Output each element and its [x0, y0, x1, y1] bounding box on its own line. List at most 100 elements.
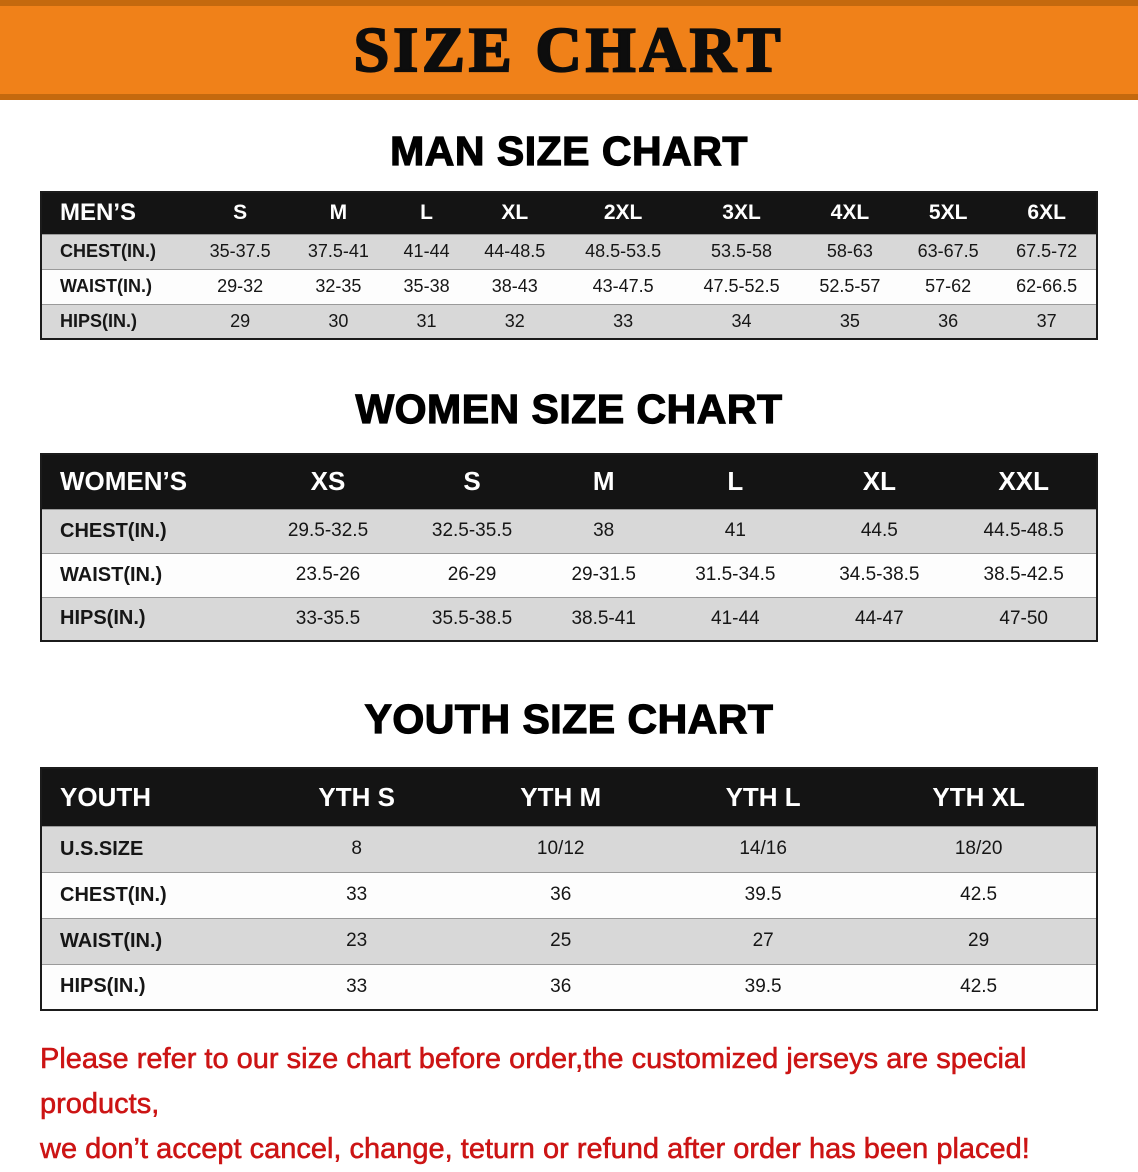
size-value: 43-47.5	[563, 268, 683, 304]
measurement-row: WAIST(IN.) 23.5-26 26-29 29-31.5 31.5-34.5 34…	[41, 552, 1097, 597]
size-value: 37.5-41	[289, 233, 388, 269]
size-value: 33-35.5	[256, 596, 401, 641]
size-chart-banner: SIZE CHART	[0, 0, 1138, 100]
measurement-label: HIPS(IN.)	[41, 303, 191, 339]
size-value: 29.5-32.5	[256, 508, 401, 553]
size-column-header: XS	[256, 454, 401, 509]
size-value: 27	[665, 917, 862, 964]
measurement-row: HIPS(IN.) 33 36 39.5 42.5	[41, 963, 1097, 1010]
table-header-row: MEN’S S M L XL 2XL 3XL 4XL 5XL 6XL	[41, 192, 1097, 234]
measurement-row: WAIST(IN.) 29-32 32-35 35-38 38-43 43-47.5 47.…	[41, 268, 1097, 304]
size-value: 29	[191, 303, 290, 339]
measurement-label: HIPS(IN.)	[41, 596, 256, 641]
size-value: 29	[861, 917, 1097, 964]
size-column-header: 6XL	[997, 192, 1097, 234]
size-value: 35-37.5	[191, 233, 290, 269]
size-column-header: YTH S	[257, 768, 457, 826]
size-value: 52.5-57	[800, 268, 900, 304]
disclaimer-line-2: we don’t accept cancel, change, teturn o…	[40, 1133, 1030, 1166]
size-value: 58-63	[800, 233, 900, 269]
disclaimer-line-1: Please refer to our size chart before or…	[40, 1043, 1027, 1121]
size-value: 32	[465, 303, 564, 339]
table-title-cell: YOUTH	[41, 768, 257, 826]
measurement-label: U.S.SIZE	[41, 825, 257, 872]
size-value: 41	[663, 508, 808, 553]
size-value: 26-29	[400, 552, 545, 597]
table-header-row: YOUTH YTH S YTH M YTH L YTH XL	[41, 768, 1097, 826]
size-value: 39.5	[665, 963, 862, 1010]
size-value: 36	[456, 963, 666, 1010]
size-value: 34.5-38.5	[807, 552, 952, 597]
size-value: 29-32	[191, 268, 290, 304]
size-value: 62-66.5	[997, 268, 1097, 304]
size-value: 47-50	[951, 596, 1097, 641]
size-value: 32-35	[289, 268, 388, 304]
measurement-label: CHEST(IN.)	[41, 233, 191, 269]
women-size-chart-section: WOMEN SIZE CHART WOMEN’S XS S M L XL XXL CHEST(…	[0, 385, 1138, 642]
size-column-header: M	[544, 454, 664, 509]
size-value: 31.5-34.5	[663, 552, 808, 597]
size-column-header: S	[400, 454, 545, 509]
size-value: 31	[387, 303, 466, 339]
size-value: 23.5-26	[256, 552, 401, 597]
youth-size-chart-section: YOUTH SIZE CHART YOUTH YTH S YTH M YTH L YTH…	[0, 695, 1138, 1011]
size-value: 57-62	[899, 268, 998, 304]
size-value: 44-47	[807, 596, 952, 641]
size-value: 38.5-42.5	[951, 552, 1097, 597]
size-value: 53.5-58	[682, 233, 801, 269]
measurement-row: HIPS(IN.) 29 30 31 32 33 34 35 36 37	[41, 303, 1097, 339]
size-column-header: S	[191, 192, 290, 234]
size-value: 36	[899, 303, 998, 339]
size-value: 36	[456, 871, 666, 918]
size-value: 38.5-41	[544, 596, 664, 641]
measurement-label: CHEST(IN.)	[41, 508, 256, 553]
youth-size-chart-heading: YOUTH SIZE CHART	[364, 695, 774, 742]
size-value: 48.5-53.5	[563, 233, 683, 269]
size-column-header: XL	[465, 192, 564, 234]
table-title-cell: MEN’S	[41, 192, 191, 234]
measurement-row: HIPS(IN.) 33-35.5 35.5-38.5 38.5-41 41-44 44-…	[41, 596, 1097, 641]
size-value: 47.5-52.5	[682, 268, 801, 304]
size-value: 14/16	[665, 825, 862, 872]
measurement-row: CHEST(IN.) 29.5-32.5 32.5-35.5 38 41 44.5 44.5…	[41, 508, 1097, 553]
measurement-label: WAIST(IN.)	[41, 917, 257, 964]
measurement-row: CHEST(IN.) 35-37.5 37.5-41 41-44 44-48.5 48.5…	[41, 233, 1097, 269]
size-value: 39.5	[665, 871, 862, 918]
size-value: 34	[682, 303, 801, 339]
size-column-header: L	[387, 192, 466, 234]
size-value: 44.5-48.5	[951, 508, 1097, 553]
measurement-label: CHEST(IN.)	[41, 871, 257, 918]
size-value: 25	[456, 917, 666, 964]
size-column-header: YTH L	[665, 768, 862, 826]
size-column-header: L	[663, 454, 808, 509]
size-column-header: 5XL	[899, 192, 998, 234]
measurement-label: WAIST(IN.)	[41, 552, 256, 597]
size-value: 30	[289, 303, 388, 339]
size-value: 38-43	[465, 268, 564, 304]
size-value: 37	[997, 303, 1097, 339]
size-value: 29-31.5	[544, 552, 664, 597]
women-size-chart-heading: WOMEN SIZE CHART	[355, 385, 783, 432]
men-size-chart-heading: MAN SIZE CHART	[390, 127, 748, 174]
size-value: 41-44	[387, 233, 466, 269]
size-value: 8	[257, 825, 457, 872]
size-value: 42.5	[861, 871, 1097, 918]
size-value: 23	[257, 917, 457, 964]
size-value: 44-48.5	[465, 233, 564, 269]
size-column-header: YTH XL	[861, 768, 1097, 826]
table-title-cell: WOMEN’S	[41, 454, 256, 509]
size-value: 32.5-35.5	[400, 508, 545, 553]
size-value: 33	[257, 963, 457, 1010]
size-value: 33	[257, 871, 457, 918]
women-size-table: WOMEN’S XS S M L XL XXL CHEST(IN.) 29.5-32.5 32.5…	[40, 453, 1098, 642]
youth-size-table: YOUTH YTH S YTH M YTH L YTH XL U.S.SIZE 8 10/12…	[40, 767, 1098, 1011]
size-chart-title: SIZE CHART	[353, 13, 785, 86]
size-value: 38	[544, 508, 664, 553]
size-column-header: 3XL	[682, 192, 801, 234]
size-value: 35-38	[387, 268, 466, 304]
measurement-row: U.S.SIZE 8 10/12 14/16 18/20	[41, 825, 1097, 872]
size-value: 33	[563, 303, 683, 339]
size-column-header: XXL	[951, 454, 1097, 509]
size-column-header: XL	[807, 454, 952, 509]
men-size-table: MEN’S S M L XL 2XL 3XL 4XL 5XL 6XL CHEST(IN.) 35-37…	[40, 191, 1098, 340]
